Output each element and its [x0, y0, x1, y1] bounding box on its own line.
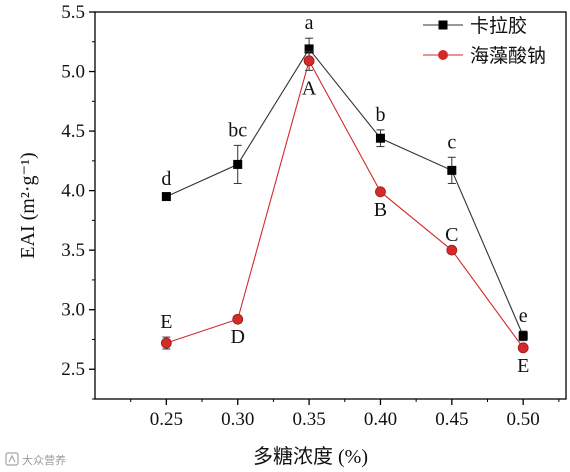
data-point — [161, 192, 171, 202]
significance-label: D — [231, 326, 245, 348]
legend-label: 海藻酸钠 — [470, 45, 546, 67]
significance-label: d — [161, 168, 171, 190]
significance-label: c — [447, 131, 456, 153]
series-line — [166, 59, 524, 349]
legend-item: 卡拉胶 — [423, 15, 527, 37]
y-tick-label: 3.5 — [61, 240, 85, 261]
significance-label: A — [302, 77, 317, 99]
y-tick-label: 2.5 — [61, 359, 85, 380]
x-tick-label: 0.30 — [221, 409, 254, 430]
significance-label: bc — [228, 119, 247, 141]
plot-border — [94, 11, 567, 400]
y-axis-title: EAI (m²·g⁻¹) — [17, 152, 39, 258]
legend-label: 卡拉胶 — [470, 15, 527, 37]
legend-item: 海藻酸钠 — [423, 45, 546, 67]
x-axis: 0.25 0.30 0.35 0.40 0.45 0.50 — [130, 399, 560, 430]
y-tick-label: 5.0 — [61, 62, 85, 83]
significance-label: C — [445, 224, 458, 246]
y-axis: 2.5 3.0 3.5 4.0 4.5 5.0 5.5 — [61, 2, 95, 400]
data-point — [304, 44, 314, 54]
plot-frame — [94, 11, 567, 400]
significance-label: a — [305, 12, 314, 34]
legend-marker — [438, 20, 448, 30]
significance-label: B — [374, 199, 387, 221]
significance-label: e — [519, 305, 528, 327]
legend-marker — [438, 50, 448, 60]
x-tick-label: 0.25 — [150, 409, 183, 430]
data-point — [447, 165, 457, 175]
x-tick-label: 0.45 — [435, 409, 468, 430]
y-tick-label: 4.0 — [61, 181, 85, 202]
y-tick-label: 4.5 — [61, 121, 85, 142]
watermark-logo-icon — [5, 452, 19, 466]
data-point — [375, 133, 385, 143]
x-axis-title: 多糖浓度 (%) — [253, 445, 368, 468]
x-tick-label: 0.50 — [507, 409, 540, 430]
y-tick-label: 5.5 — [61, 2, 85, 23]
data-point — [232, 313, 244, 325]
watermark-text: 大众营养 — [22, 453, 66, 467]
data-point — [160, 337, 172, 349]
significance-label: b — [375, 104, 385, 126]
data-point — [375, 186, 386, 198]
data-point — [303, 55, 315, 67]
data-point — [233, 159, 243, 169]
series-line — [166, 47, 524, 337]
watermark: 大众营养 — [5, 452, 66, 467]
y-tick-label: 3.0 — [61, 300, 85, 321]
data-point — [517, 342, 529, 354]
data-point — [446, 244, 458, 256]
data-point — [518, 331, 528, 341]
series-2: E D A B C E — [160, 50, 529, 377]
significance-label: E — [160, 311, 172, 333]
x-tick-label: 0.35 — [292, 409, 325, 430]
significance-label: E — [517, 355, 529, 377]
x-tick-label: 0.40 — [364, 409, 397, 430]
